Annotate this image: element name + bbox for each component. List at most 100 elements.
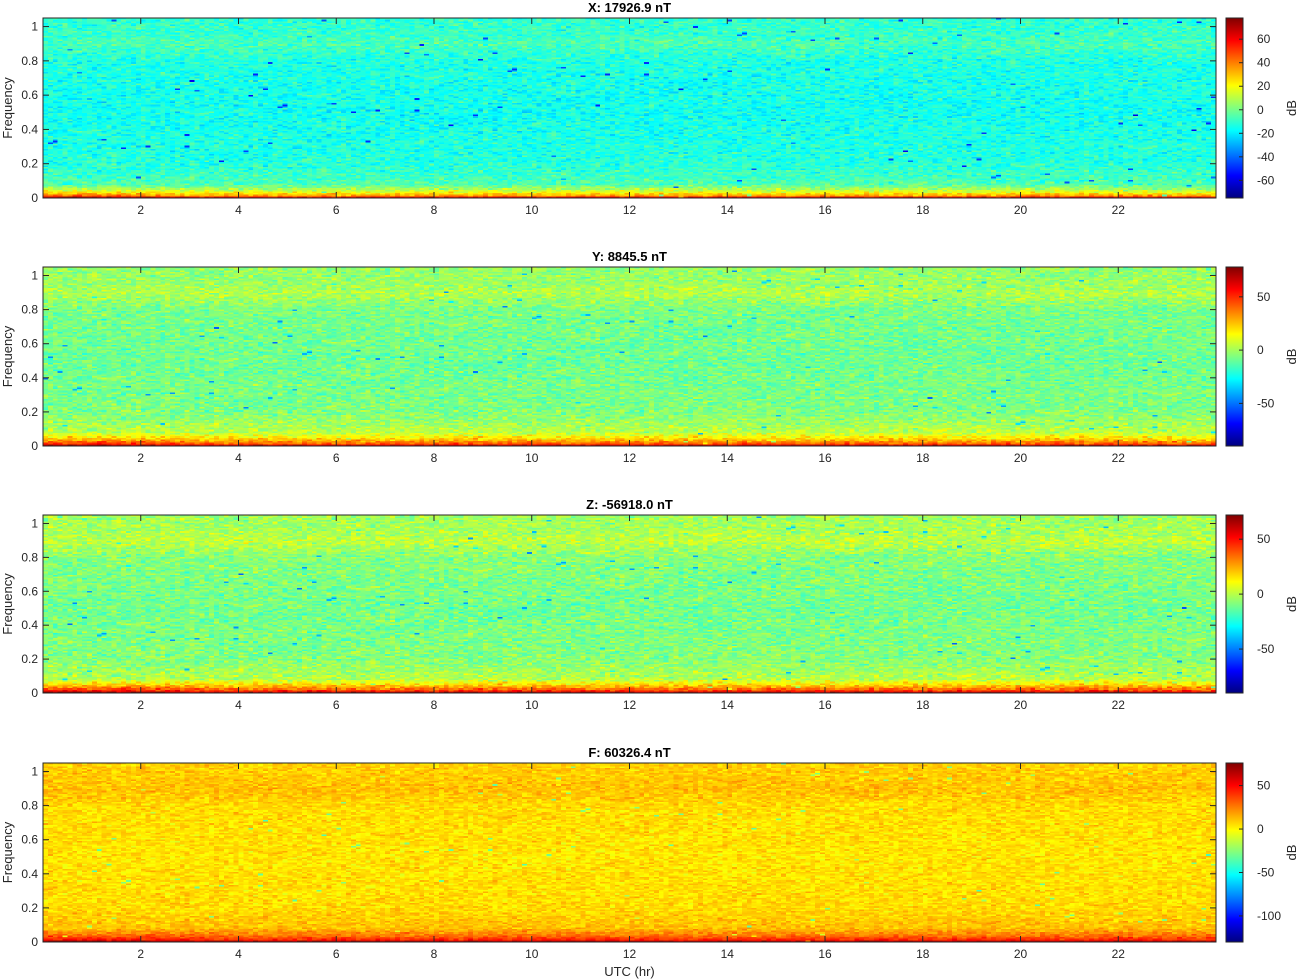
- y-tick-label: 0.8: [21, 54, 38, 68]
- x-tick-label: 8: [431, 451, 438, 465]
- x-tick-label: 18: [916, 947, 930, 961]
- x-tick-label: 14: [721, 947, 735, 961]
- x-tick-label: 18: [916, 698, 930, 712]
- x-tick-label: 6: [333, 698, 340, 712]
- spectrogram-image: [43, 763, 1216, 942]
- spectrogram-panel: 2 4 6 8 10 12 14 16 18 20 22 0 0.2 0.4 0.6 0.8 1 Z: -5691…: [0, 497, 1299, 712]
- y-tick-label: 0: [31, 935, 38, 949]
- x-tick-label: 8: [431, 698, 438, 712]
- colorbar-tick-label: 40: [1257, 56, 1271, 70]
- colorbar-tick-label: 50: [1257, 290, 1271, 304]
- spectrogram-image: [43, 515, 1216, 693]
- y-tick-label: 0.2: [21, 652, 38, 666]
- y-tick-label: 1: [31, 516, 38, 530]
- y-tick-label: 0.2: [21, 901, 38, 915]
- panel-title: F: 60326.4 nT: [588, 745, 670, 760]
- colorbar: [1225, 762, 1244, 943]
- x-tick-label: 20: [1014, 203, 1028, 217]
- x-tick-label: 14: [721, 698, 735, 712]
- y-tick-label: 0.6: [21, 337, 38, 351]
- colorbar-tick-label: -40: [1257, 150, 1275, 164]
- colorbar-label: dB: [1284, 596, 1299, 612]
- x-tick-label: 8: [431, 203, 438, 217]
- y-tick-label: 0.4: [21, 371, 38, 385]
- spectrogram-image: [43, 18, 1216, 198]
- x-tick-label: 16: [818, 698, 832, 712]
- x-tick-label: 10: [525, 203, 539, 217]
- x-tick-label: 20: [1014, 947, 1028, 961]
- colorbar-label: dB: [1284, 349, 1299, 365]
- colorbar-tick-label: -60: [1257, 173, 1275, 187]
- x-axis-label: UTC (hr): [604, 964, 655, 979]
- y-tick-label: 0.4: [21, 867, 38, 881]
- x-tick-label: 10: [525, 698, 539, 712]
- x-tick-label: 6: [333, 947, 340, 961]
- x-tick-label: 4: [235, 203, 242, 217]
- colorbar-tick-label: -50: [1257, 642, 1275, 656]
- colorbar-label: dB: [1284, 100, 1299, 116]
- spectrogram-image: [43, 267, 1216, 446]
- x-tick-label: 12: [623, 698, 637, 712]
- x-tick-label: 12: [623, 451, 637, 465]
- x-tick-label: 4: [235, 698, 242, 712]
- colorbar: [1225, 266, 1244, 447]
- colorbar-tick-label: -100: [1257, 909, 1281, 923]
- x-tick-label: 2: [137, 947, 144, 961]
- spectrogram-panel: 2 4 6 8 10 12 14 16 18 20 22 0 0.2 0.4 0.6 0.8 1 X: 17926…: [0, 0, 1299, 217]
- x-tick-label: 16: [818, 451, 832, 465]
- x-tick-label: 14: [721, 451, 735, 465]
- y-tick-label: 0.2: [21, 405, 38, 419]
- colorbar-tick-label: 20: [1257, 79, 1271, 93]
- x-tick-label: 22: [1112, 698, 1126, 712]
- x-tick-label: 2: [137, 203, 144, 217]
- x-tick-label: 4: [235, 451, 242, 465]
- y-tick-label: 0.4: [21, 122, 38, 136]
- x-tick-label: 22: [1112, 947, 1126, 961]
- x-tick-label: 16: [818, 203, 832, 217]
- y-tick-label: 0.6: [21, 584, 38, 598]
- colorbar-label: dB: [1284, 845, 1299, 861]
- y-tick-label: 1: [31, 20, 38, 34]
- colorbar-tick-label: 50: [1257, 532, 1271, 546]
- spectrogram-panel: 2 4 6 8 10 12 14 16 18 20 22 0 0.2 0.4 0.6 0.8 1 Y: 8845.…: [0, 249, 1299, 465]
- panel-title: Z: -56918.0 nT: [586, 497, 673, 512]
- colorbar-tick-label: -20: [1257, 126, 1275, 140]
- y-axis-label: Frequency: [0, 325, 15, 387]
- x-tick-label: 22: [1112, 203, 1126, 217]
- y-tick-label: 0: [31, 191, 38, 205]
- x-tick-label: 4: [235, 947, 242, 961]
- x-tick-label: 18: [916, 203, 930, 217]
- x-tick-label: 6: [333, 203, 340, 217]
- y-tick-label: 0.6: [21, 833, 38, 847]
- y-axis-label: Frequency: [0, 821, 15, 883]
- y-tick-label: 0.4: [21, 618, 38, 632]
- colorbar-tick-label: 0: [1257, 343, 1264, 357]
- y-tick-label: 1: [31, 765, 38, 779]
- x-tick-label: 20: [1014, 698, 1028, 712]
- colorbar: [1225, 514, 1244, 694]
- y-tick-label: 0.8: [21, 303, 38, 317]
- y-tick-label: 0: [31, 686, 38, 700]
- x-tick-label: 6: [333, 451, 340, 465]
- x-tick-label: 12: [623, 947, 637, 961]
- y-tick-label: 0: [31, 439, 38, 453]
- x-tick-label: 8: [431, 947, 438, 961]
- colorbar-tick-label: -50: [1257, 396, 1275, 410]
- colorbar-tick-label: 0: [1257, 822, 1264, 836]
- colorbar-tick-label: -50: [1257, 865, 1275, 879]
- y-axis-label: Frequency: [0, 77, 15, 139]
- y-tick-label: 1: [31, 269, 38, 283]
- x-tick-label: 14: [721, 203, 735, 217]
- colorbar-tick-label: 0: [1257, 103, 1264, 117]
- x-tick-label: 2: [137, 698, 144, 712]
- colorbar: [1225, 17, 1244, 199]
- y-axis-label: Frequency: [0, 573, 15, 635]
- x-tick-label: 10: [525, 451, 539, 465]
- y-tick-label: 0.8: [21, 550, 38, 564]
- x-tick-label: 16: [818, 947, 832, 961]
- panel-title: X: 17926.9 nT: [588, 0, 671, 15]
- y-tick-label: 0.6: [21, 88, 38, 102]
- colorbar-tick-label: 0: [1257, 587, 1264, 601]
- x-tick-label: 2: [137, 451, 144, 465]
